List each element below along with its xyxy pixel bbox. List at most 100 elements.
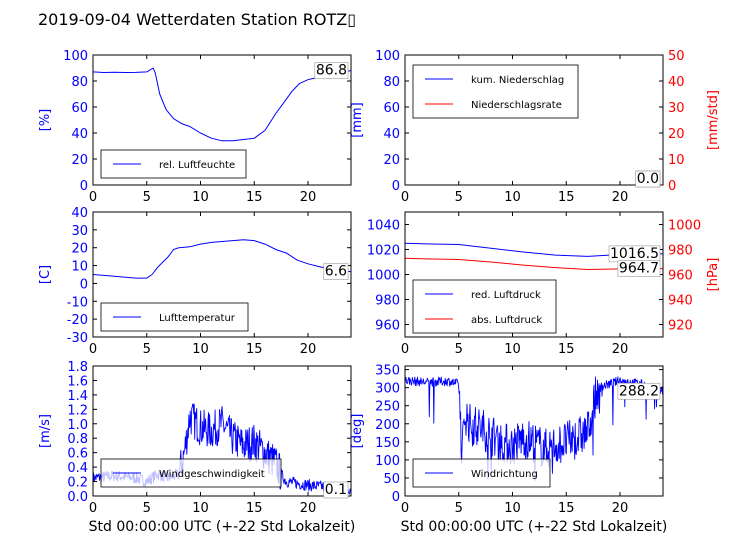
y-tick-label: 40	[71, 206, 88, 221]
y-tick-label: 980	[375, 294, 400, 309]
legend-box	[412, 279, 557, 334]
y-tick-label: 100	[375, 454, 400, 469]
y-right-tick-label: 40	[668, 75, 685, 90]
y-tick-label: 30	[71, 224, 88, 239]
axes-frame	[404, 365, 664, 497]
y-tick-label: 0	[80, 179, 88, 194]
y-right-tick-label: 50	[668, 49, 685, 64]
x-tick-label: 15	[246, 342, 263, 357]
last-value-label: 86.8	[316, 63, 347, 79]
y-tick-label: 200	[375, 418, 400, 433]
x-tick-label: 5	[143, 501, 151, 516]
y-tick-label: 0	[392, 490, 400, 505]
x-tick-label: 10	[504, 501, 521, 516]
x-tick-label: 0	[401, 342, 409, 357]
y-tick-label: 0.6	[67, 447, 88, 462]
last-value-label: 1016.5	[610, 246, 659, 262]
x-tick-label: 15	[558, 501, 575, 516]
y-right-axis-label: [hPa]	[706, 258, 721, 292]
x-axis-label: Std 00:00:00 UTC (+-22 Std Lokalzeit)	[89, 519, 356, 535]
x-tick-label: 10	[192, 342, 209, 357]
y-tick-label: 1.2	[67, 403, 88, 418]
legend-box	[412, 64, 579, 119]
y-axis-label: [%]	[38, 109, 53, 132]
x-tick-label: 10	[504, 190, 521, 205]
subplot-4: 0 5 10 15 20 960 980 1000 1020 1040 920 940 960 980 10…	[367, 211, 721, 357]
figure-title: 2019-09-04 Wetterdaten Station ROTZ▯	[38, 10, 357, 29]
y-axis-label: [deg]	[350, 414, 365, 449]
legend: Windgeschwindigkeit	[100, 458, 282, 488]
y-tick-label: 0.8	[67, 432, 88, 447]
x-tick-label: 0	[401, 501, 409, 516]
x-tick-label: 20	[300, 501, 317, 516]
last-value-right-label-box	[617, 260, 661, 277]
axes-frame	[404, 54, 664, 186]
y-tick-label: 50	[383, 472, 400, 487]
x-tick-label: 5	[455, 190, 463, 205]
y-tick-label: 960	[375, 319, 400, 334]
series-group	[93, 239, 351, 279]
y-tick-label: 60	[71, 101, 88, 116]
y-tick-label: 1040	[367, 219, 400, 234]
y-tick-label: 10	[71, 260, 88, 275]
axes-frame	[92, 54, 352, 186]
y-tick-label: 80	[71, 75, 88, 90]
series-group	[93, 67, 351, 142]
y-tick-label: 1.8	[67, 360, 88, 375]
y-tick-label: 80	[383, 75, 400, 90]
y-right-tick-label: 30	[668, 101, 685, 116]
legend-entry-label: rel. Luftfeuchte	[159, 160, 235, 171]
last-value-label-box	[323, 263, 349, 280]
x-axis-label: Std 00:00:00 UTC (+-22 Std Lokalzeit)	[401, 519, 668, 535]
x-tick-label: 20	[612, 190, 629, 205]
y-axis-label: [C]	[38, 265, 53, 284]
y-tick-label: 1.0	[67, 418, 88, 433]
y-tick-label: 150	[375, 436, 400, 451]
y-tick-label: 0	[80, 277, 88, 292]
y-tick-label: 1000	[367, 269, 400, 284]
legend-entry-label: kum. Niederschlag	[471, 75, 564, 86]
x-tick-label: 0	[89, 501, 97, 516]
y-right-tick-label: 20	[668, 127, 685, 142]
y-tick-label: 40	[383, 127, 400, 142]
y-tick-label: -20	[67, 313, 88, 328]
legend-entry-label: Lufttemperatur	[159, 313, 236, 324]
last-value-label-box	[617, 382, 661, 400]
x-tick-label: 20	[300, 190, 317, 205]
y-tick-label: 100	[63, 49, 88, 64]
legend: red. Luftdruck abs. Luftdruck	[412, 279, 557, 334]
legend: Lufttemperatur	[100, 302, 249, 332]
x-tick-label: 10	[504, 342, 521, 357]
y-tick-label: 40	[71, 127, 88, 142]
subplot-1: 0 5 10 15 20 0 20 40 60 80 100 [%] 86.8 rel. Luftfeuc…	[38, 49, 352, 205]
y-tick-label: 20	[71, 242, 88, 257]
legend-entry-label: red. Luftdruck	[471, 290, 541, 301]
series-line-1	[93, 67, 351, 142]
subplot-3: 0 5 10 15 20 -30 -20 -10 0 10 20 30 40 [C] 6.6 Lufttemp…	[38, 206, 352, 357]
x-tick-label: 5	[455, 501, 463, 516]
legend: kum. Niederschlag Niederschlagsrate	[412, 64, 579, 119]
y-tick-label: 350	[375, 364, 400, 379]
x-tick-label: 15	[246, 190, 263, 205]
y-right-tick-label: 0	[668, 179, 676, 194]
legend: rel. Luftfeuchte	[100, 149, 247, 179]
y-tick-label: 100	[375, 49, 400, 64]
x-tick-label: 20	[612, 342, 629, 357]
last-value-label-box	[323, 481, 349, 499]
y-right-tick-label: 1000	[668, 219, 701, 234]
y-tick-label: 0.4	[67, 461, 88, 476]
last-value-right-label-box	[635, 170, 661, 188]
series-line-1	[93, 239, 351, 279]
legend: Windrichtung	[412, 458, 551, 488]
y-right-tick-label: 920	[668, 319, 693, 334]
x-tick-label: 0	[89, 342, 97, 357]
y-axis-label: [mm]	[350, 102, 365, 137]
x-tick-label: 5	[143, 190, 151, 205]
y-tick-label: 1020	[367, 244, 400, 259]
axes-frame	[92, 365, 352, 497]
y-tick-label: 20	[71, 153, 88, 168]
legend-entry-label: abs. Luftdruck	[471, 315, 542, 326]
x-tick-label: 20	[300, 342, 317, 357]
y-right-tick-label: 960	[668, 269, 693, 284]
y-right-tick-label: 940	[668, 294, 693, 309]
